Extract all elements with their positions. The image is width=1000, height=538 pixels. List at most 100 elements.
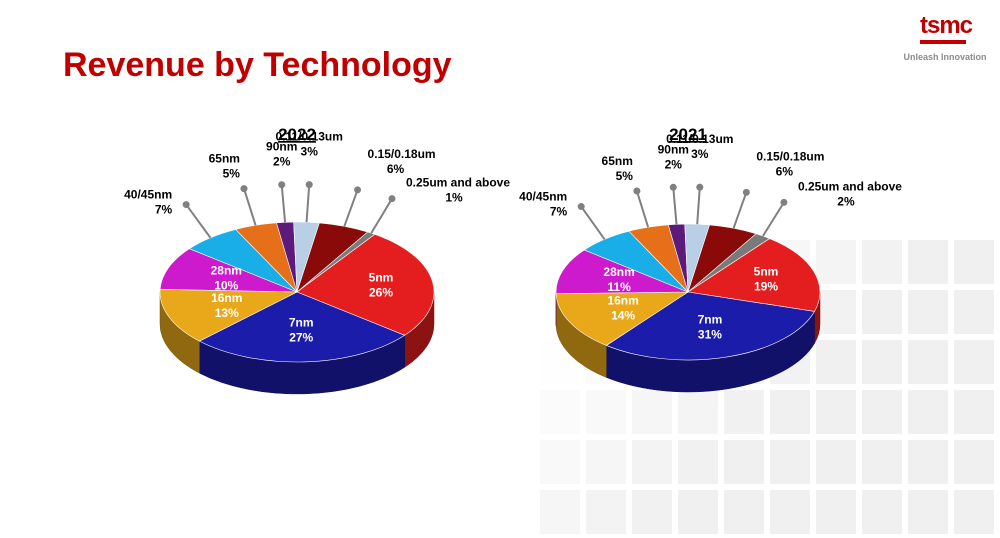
leader-dot-0-25um-and-above: [388, 195, 396, 203]
leader-line-0-25um-and-above: [762, 201, 785, 237]
tsmc-logo: tsmc Unleash Innovation: [900, 10, 990, 70]
slice-7nm: [198, 291, 406, 363]
slice-name: 40/45nm: [519, 190, 567, 204]
slice-label-0-15-0-18um: 0.15/0.18um 6%: [368, 147, 436, 176]
logo-text: tsmc: [920, 12, 973, 39]
slice-name: 65nm: [209, 152, 240, 166]
leader-line-0-25um-and-above: [370, 198, 393, 234]
leader-line-40-45nm: [185, 203, 212, 239]
leader-dot-40-45nm: [182, 201, 190, 209]
slice-name: 90nm: [266, 140, 297, 154]
leader-dot-0-11-0-13um: [696, 183, 704, 191]
slice-value: 11%: [607, 280, 631, 294]
slice-value: 2%: [273, 155, 291, 169]
bg-tile: [908, 490, 948, 534]
leader-dot-0-15-0-18um: [742, 188, 750, 196]
slice-label-90nm: 90nm 2%: [266, 140, 297, 169]
leader-line-0-15-0-18um: [732, 191, 748, 229]
bg-tile: [632, 490, 672, 534]
slice-5nm: [296, 234, 435, 336]
leader-line-40-45nm: [580, 205, 606, 240]
slice-labels: 0.25um and above 1% 5nm 26% 7nm 27% 16nm 13%28n…: [124, 130, 510, 345]
slice-name: 65nm: [602, 154, 633, 168]
slice-28nm: [159, 248, 298, 293]
slice-name: 0.11/0.13um: [666, 132, 733, 146]
leader-line-90nm: [280, 184, 287, 223]
slice-label-28nm: 28nm 10%: [211, 264, 242, 293]
leader-line-0-15-0-18um: [343, 189, 359, 227]
slice-name: 0.11/0.13um: [276, 130, 343, 144]
bg-tile: [954, 240, 994, 284]
slice-label-0-15-0-18um: 0.15/0.18um 6%: [756, 149, 824, 178]
slice-28nm: [555, 249, 689, 294]
bg-tile: [678, 440, 718, 484]
bg-tile: [908, 290, 948, 334]
leader-dot-65nm: [240, 185, 248, 193]
slice-labels: 0.25um and above 2%5nm 19%7nm 31%16nm 14%28n…: [519, 132, 902, 341]
slice-5nm: [687, 238, 821, 312]
slice-label-7nm: 7nm 27%: [289, 315, 314, 344]
bg-tile: [724, 490, 764, 534]
pie-top: [159, 221, 435, 363]
slice-value: 5%: [616, 169, 634, 183]
bg-tile: [954, 490, 994, 534]
slice-value: 6%: [387, 162, 405, 176]
slice-name: 7nm: [289, 315, 314, 329]
slice-value: 2%: [665, 157, 683, 171]
bg-tile: [816, 340, 856, 384]
slice-value: 14%: [611, 309, 635, 323]
page-title: Revenue by Technology: [63, 46, 452, 84]
slice-label-0-25um-and-above: 0.25um and above 2%: [798, 179, 902, 208]
tagline: Unleash Innovation: [903, 52, 987, 62]
slice-name: 0.25um and above: [798, 179, 902, 193]
slice-name: 0.15/0.18um: [756, 149, 824, 163]
pie-chart-2022: 2022 0.25um and above 1% 5nm 26% 7nm 27% 16nm 13…: [124, 125, 510, 395]
leader-line-0-11-0-13um: [696, 187, 701, 225]
bg-tile: [586, 490, 626, 534]
bg-tile: [816, 240, 856, 284]
slice-value: 5%: [223, 167, 241, 181]
bg-tile: [632, 440, 672, 484]
leader-line-0-11-0-13um: [305, 184, 311, 223]
bg-tile: [816, 290, 856, 334]
leader-dot-0-25um-and-above: [780, 198, 788, 206]
slice-name: 90nm: [658, 142, 689, 156]
slice-value: 1%: [445, 191, 463, 205]
bg-tile: [816, 440, 856, 484]
slice-value: 26%: [369, 286, 393, 300]
bg-tile: [862, 390, 902, 434]
slice-name: 0.25um and above: [406, 176, 510, 190]
bg-tile: [632, 390, 672, 434]
leader-dot-90nm: [278, 181, 286, 189]
bg-tile: [816, 490, 856, 534]
bg-tile: [954, 290, 994, 334]
slice-name: 5nm: [369, 271, 394, 285]
bg-tile: [954, 390, 994, 434]
bg-tile: [954, 340, 994, 384]
leader-line-65nm: [635, 190, 650, 228]
bg-tile: [816, 390, 856, 434]
slice-0-15-0-18um: [687, 224, 757, 293]
slice-name: 40/45nm: [124, 188, 172, 202]
bg-tile: [770, 440, 810, 484]
slice-name: 0.15/0.18um: [368, 147, 436, 161]
bg-tile: [908, 440, 948, 484]
bg-tile: [724, 440, 764, 484]
bg-tile: [954, 440, 994, 484]
slice-label-7nm: 7nm 31%: [698, 313, 723, 342]
slice-value: 3%: [691, 147, 709, 161]
leader-dot-0-15-0-18um: [354, 186, 362, 194]
bg-tile: [540, 440, 580, 484]
slice-value: 19%: [754, 279, 778, 293]
leader-dot-90nm: [669, 183, 677, 191]
bg-tile: [862, 490, 902, 534]
slice-7nm: [605, 291, 815, 361]
slice-label-40-45nm: 40/45nm 7%: [124, 188, 172, 217]
slice-value: 7%: [155, 203, 173, 217]
slice-label-40-45nm: 40/45nm 7%: [519, 190, 567, 219]
slice-name: 16nm: [211, 291, 242, 305]
bg-tile: [862, 340, 902, 384]
logo-underline: [920, 40, 966, 44]
slice-label-16nm: 16nm 13%: [211, 291, 242, 320]
